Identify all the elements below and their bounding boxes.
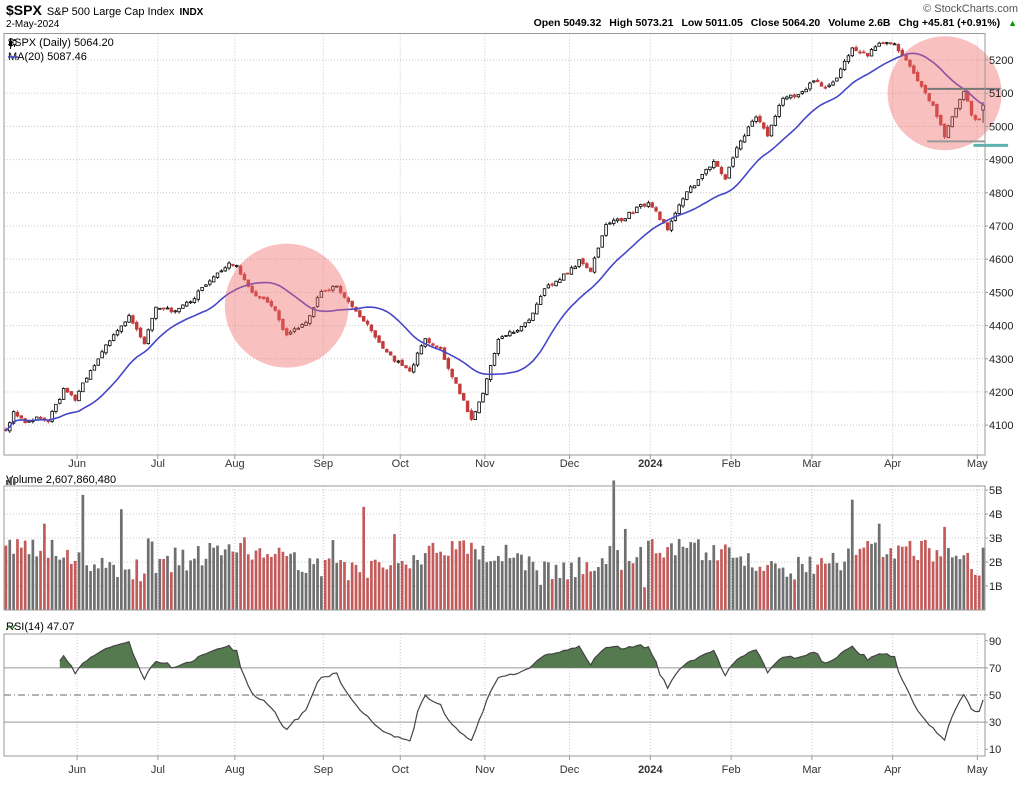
svg-text:4300: 4300 <box>989 354 1013 366</box>
copyright: © StockCharts.com <box>923 3 1018 15</box>
svg-text:Dec: Dec <box>560 458 580 470</box>
price-legend: $SPX (Daily) 5064.20 MA(20) 5087.46 <box>8 36 114 64</box>
svg-text:Mar: Mar <box>802 764 821 776</box>
svg-text:Apr: Apr <box>884 458 901 470</box>
quote-item: Volume 2.6B <box>828 17 891 29</box>
svg-text:5000: 5000 <box>989 121 1013 133</box>
svg-text:Jun: Jun <box>68 764 86 776</box>
price-legend-label: $SPX (Daily) 5064.20 <box>8 37 114 49</box>
rsi-label: RSI(14) 47.07 <box>6 621 75 633</box>
svg-text:4B: 4B <box>989 509 1002 521</box>
svg-text:4900: 4900 <box>989 155 1013 167</box>
svg-text:4100: 4100 <box>989 420 1013 432</box>
svg-text:Jun: Jun <box>68 458 86 470</box>
quote-item: High 5073.21 <box>609 17 674 29</box>
rsi-line-icon <box>6 623 17 630</box>
svg-text:Feb: Feb <box>722 764 741 776</box>
svg-text:70: 70 <box>989 663 1001 675</box>
svg-text:Mar: Mar <box>802 458 821 470</box>
quote-item: Close 5064.20 <box>750 17 821 29</box>
rsi-label-row: RSI(14) 47.07 <box>6 621 74 633</box>
svg-text:Nov: Nov <box>475 764 495 776</box>
symbol: $SPX <box>6 2 42 18</box>
svg-text:4700: 4700 <box>989 221 1013 233</box>
svg-text:Feb: Feb <box>722 458 741 470</box>
svg-text:5B: 5B <box>989 485 1002 497</box>
ma-legend-row: MA(20) 5087.46 <box>8 50 114 64</box>
svg-text:4400: 4400 <box>989 321 1013 333</box>
svg-text:Apr: Apr <box>884 764 901 776</box>
change-up-icon: ▲ <box>1008 18 1017 28</box>
svg-text:May: May <box>967 458 988 470</box>
svg-text:5100: 5100 <box>989 88 1013 100</box>
svg-text:Aug: Aug <box>225 458 245 470</box>
index-name: S&P 500 Large Cap Index <box>46 6 175 18</box>
volume-bars-icon <box>6 476 16 485</box>
svg-text:Jul: Jul <box>151 764 165 776</box>
svg-text:Dec: Dec <box>560 764 580 776</box>
svg-text:Jul: Jul <box>151 458 165 470</box>
title-row: $SPX S&P 500 Large Cap Index INDX <box>6 2 203 18</box>
svg-text:Oct: Oct <box>392 458 409 470</box>
svg-text:4500: 4500 <box>989 287 1013 299</box>
svg-text:Nov: Nov <box>475 458 495 470</box>
svg-text:4800: 4800 <box>989 188 1013 200</box>
svg-text:Sep: Sep <box>314 764 334 776</box>
volume-panel: 1B 2B 3B 4B 5B <box>3 480 1002 611</box>
svg-text:1B: 1B <box>989 581 1002 593</box>
svg-text:50: 50 <box>989 690 1001 702</box>
chart-header: $SPX S&P 500 Large Cap Index INDX 2-May-… <box>0 0 1023 33</box>
quote-bar: Open 5049.32 High 5073.21 Low 5011.05 Close… <box>534 17 1017 29</box>
svg-text:4600: 4600 <box>989 254 1013 266</box>
exchange-label: INDX <box>179 7 204 18</box>
price-panel: 4100 4200 4300 4400 4500 4600 4700 4800 4900 5000… <box>3 33 1013 470</box>
quote-item: Chg +45.81 (+0.91%) <box>898 17 1001 29</box>
svg-text:2024: 2024 <box>638 764 663 776</box>
ma-legend-label: MA(20) 5087.46 <box>8 51 87 63</box>
rsi-panel: 10 30 50 70 90 Jun Jul Aug Sep Oct Nov Dec 2024 Feb Ma… <box>3 633 1001 776</box>
quote-item: Low 5011.05 <box>681 17 743 29</box>
chart-date: 2-May-2024 <box>6 19 60 30</box>
ma-line-icon <box>8 56 18 58</box>
svg-text:4200: 4200 <box>989 387 1013 399</box>
svg-text:30: 30 <box>989 717 1001 729</box>
quote-values: Open 5049.32 High 5073.21 Low 5011.05 Close… <box>534 17 1001 29</box>
svg-text:2024: 2024 <box>638 458 663 470</box>
svg-text:Aug: Aug <box>225 764 245 776</box>
svg-text:Sep: Sep <box>314 458 334 470</box>
svg-text:10: 10 <box>989 744 1001 756</box>
svg-text:3B: 3B <box>989 533 1002 545</box>
price-legend-row: $SPX (Daily) 5064.20 <box>8 36 114 50</box>
candlestick-icon <box>9 37 17 49</box>
volume-label: Volume 2,607,860,480 <box>6 474 117 486</box>
svg-text:May: May <box>967 764 988 776</box>
volume-label-row: Volume 2,607,860,480 <box>6 474 116 486</box>
svg-text:2B: 2B <box>989 557 1002 569</box>
svg-text:Oct: Oct <box>392 764 409 776</box>
svg-text:5200: 5200 <box>989 55 1013 67</box>
quote-item: Open 5049.32 <box>533 17 602 29</box>
svg-text:90: 90 <box>989 636 1001 648</box>
